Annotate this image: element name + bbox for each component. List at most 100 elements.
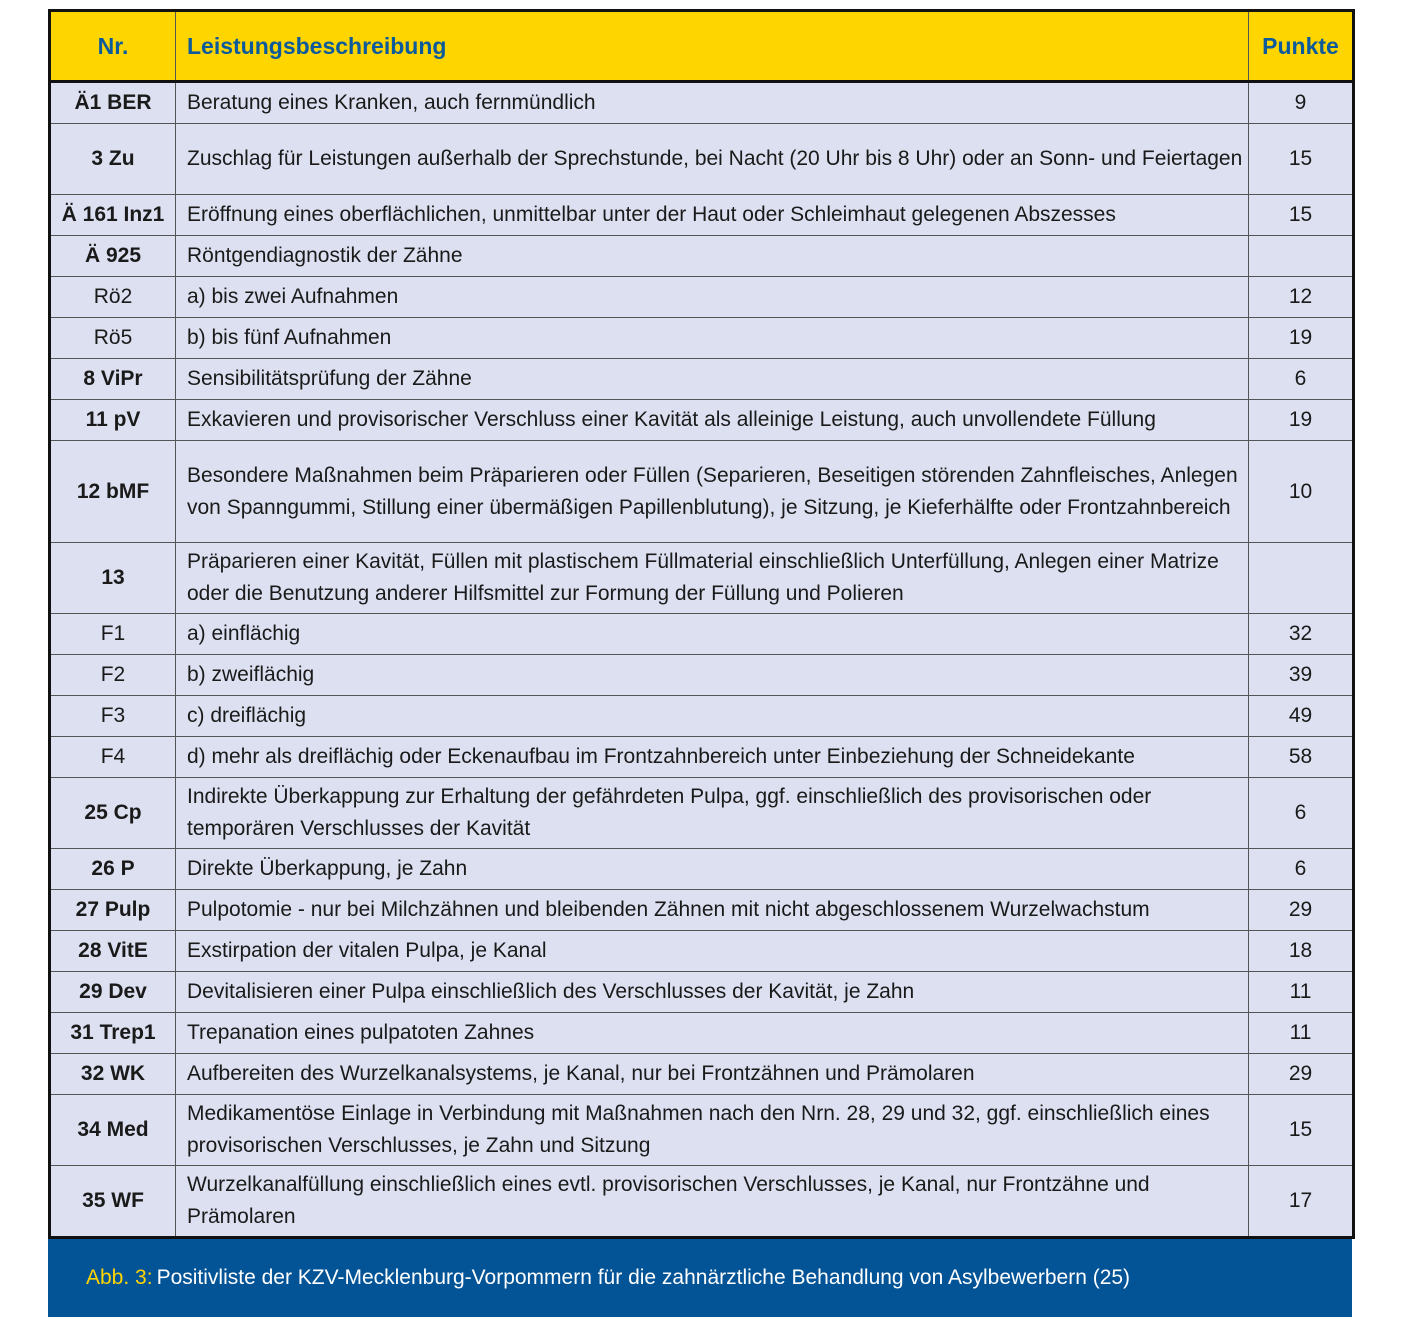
row-description: Beratung eines Kranken, auch fernmündlic…	[175, 81, 1249, 124]
row-points: 11	[1248, 1012, 1354, 1054]
row-description: Exstirpation der vitalen Pulpa, je Kanal	[175, 930, 1249, 972]
row-nr: Ä 925	[49, 235, 176, 277]
row-description: Zuschlag für Leistungen außerhalb der Sp…	[175, 123, 1249, 195]
row-description: Sensibilitätsprüfung der Zähne	[175, 358, 1249, 400]
table-row: Rö5 b) bis fünf Aufnahmen 19	[49, 317, 1354, 359]
row-points: 15	[1248, 1094, 1354, 1166]
row-points: 11	[1248, 971, 1354, 1013]
row-points: 19	[1248, 399, 1354, 441]
row-nr: F1	[49, 613, 176, 655]
row-nr: 12 bMF	[49, 440, 176, 543]
header-description: Leistungsbeschreibung	[175, 9, 1249, 83]
caption-label: Abb. 3:	[86, 1266, 153, 1289]
row-points: 39	[1248, 654, 1354, 696]
table-row: Ä 161 Inz1 Eröffnung eines oberflächliche…	[49, 194, 1354, 236]
row-points: 29	[1248, 1053, 1354, 1095]
header-nr: Nr.	[49, 9, 176, 83]
table-row: Ä 925 Röntgendiagnostik der Zähne	[49, 235, 1354, 277]
row-points: 58	[1248, 736, 1354, 778]
table-row: 12 bMF Besondere Maßnahmen beim Präparier…	[49, 440, 1354, 543]
row-description: b) zweiflächig	[175, 654, 1249, 696]
row-points: 10	[1248, 440, 1354, 543]
row-description: d) mehr als dreiflächig oder Eckenaufbau…	[175, 736, 1249, 778]
row-nr: 32 WK	[49, 1053, 176, 1095]
row-points: 32	[1248, 613, 1354, 655]
row-nr: 11 pV	[49, 399, 176, 441]
row-points: 19	[1248, 317, 1354, 359]
table-row: 27 Pulp Pulpotomie - nur bei Milchzähnen …	[49, 889, 1354, 931]
row-nr: 29 Dev	[49, 971, 176, 1013]
row-description: Exkavieren und provisorischer Verschluss…	[175, 399, 1249, 441]
positive-list-table: Nr. Leistungsbeschreibung Punkte Ä1 BER B…	[48, 9, 1355, 1239]
row-description: c) dreiflächig	[175, 695, 1249, 737]
row-description: b) bis fünf Aufnahmen	[175, 317, 1249, 359]
row-description: Röntgendiagnostik der Zähne	[175, 235, 1249, 277]
row-nr: 26 P	[49, 848, 176, 890]
table-row: 35 WF Wurzelkanalfüllung einschließlich e…	[49, 1165, 1354, 1238]
row-nr: 25 Cp	[49, 777, 176, 849]
table-row: F3 c) dreiflächig 49	[49, 695, 1354, 737]
table-row: 11 pV Exkavieren und provisorischer Versc…	[49, 399, 1354, 441]
table-row: 28 VitE Exstirpation der vitalen Pulpa, j…	[49, 930, 1354, 972]
row-nr: 35 WF	[49, 1165, 176, 1238]
row-points: 18	[1248, 930, 1354, 972]
row-description: Medikamentöse Einlage in Verbindung mit …	[175, 1094, 1249, 1166]
table-header: Nr. Leistungsbeschreibung Punkte	[49, 9, 1354, 83]
row-nr: F3	[49, 695, 176, 737]
row-nr: Rö2	[49, 276, 176, 318]
row-description: Direkte Überkappung, je Zahn	[175, 848, 1249, 890]
row-nr: Rö5	[49, 317, 176, 359]
row-points	[1248, 235, 1354, 277]
row-description: Pulpotomie - nur bei Milchzähnen und ble…	[175, 889, 1249, 931]
row-nr: 34 Med	[49, 1094, 176, 1166]
table-body: Ä1 BER Beratung eines Kranken, auch fernm…	[49, 81, 1354, 1238]
row-nr: 8 ViPr	[49, 358, 176, 400]
table-row: F1 a) einflächig 32	[49, 613, 1354, 655]
row-points: 6	[1248, 777, 1354, 849]
row-points: 49	[1248, 695, 1354, 737]
row-description: Besondere Maßnahmen beim Präparieren ode…	[175, 440, 1249, 543]
table-row: F2 b) zweiflächig 39	[49, 654, 1354, 696]
table-row: Ä1 BER Beratung eines Kranken, auch fernm…	[49, 81, 1354, 124]
row-description: Aufbereiten des Wurzelkanalsystems, je K…	[175, 1053, 1249, 1095]
row-nr: 3 Zu	[49, 123, 176, 195]
row-description: Präparieren einer Kavität, Füllen mit pl…	[175, 542, 1249, 614]
row-description: Wurzelkanalfüllung einschließlich eines …	[175, 1165, 1249, 1238]
row-points: 6	[1248, 358, 1354, 400]
row-nr: 31 Trep1	[49, 1012, 176, 1054]
row-nr: Ä 161 Inz1	[49, 194, 176, 236]
row-description: a) einflächig	[175, 613, 1249, 655]
table-row: 32 WK Aufbereiten des Wurzelkanalsystems,…	[49, 1053, 1354, 1095]
figure: Nr. Leistungsbeschreibung Punkte Ä1 BER B…	[48, 9, 1355, 1317]
row-description: Devitalisieren einer Pulpa einschließlic…	[175, 971, 1249, 1013]
row-points: 29	[1248, 889, 1354, 931]
table-row: 29 Dev Devitalisieren einer Pulpa einschl…	[49, 971, 1354, 1013]
table-row: F4 d) mehr als dreiflächig oder Eckenaufb…	[49, 736, 1354, 778]
row-nr: Ä1 BER	[49, 81, 176, 124]
header-points: Punkte	[1248, 9, 1354, 83]
caption-text: Positivliste der KZV-Mecklenburg-Vorpomm…	[156, 1266, 1131, 1289]
figure-caption: Abb. 3: Positivliste der KZV-Mecklenburg…	[48, 1239, 1352, 1317]
row-points: 9	[1248, 81, 1354, 124]
row-description: Eröffnung eines oberflächlichen, unmitte…	[175, 194, 1249, 236]
table-row: 25 Cp Indirekte Überkappung zur Erhaltung…	[49, 777, 1354, 849]
row-points: 15	[1248, 194, 1354, 236]
table-row: 13 Präparieren einer Kavität, Füllen mit …	[49, 542, 1354, 614]
row-description: Indirekte Überkappung zur Erhaltung der …	[175, 777, 1249, 849]
row-points: 6	[1248, 848, 1354, 890]
row-points	[1248, 542, 1354, 614]
table-row: 3 Zu Zuschlag für Leistungen außerhalb de…	[49, 123, 1354, 195]
row-points: 12	[1248, 276, 1354, 318]
table-row: Rö2 a) bis zwei Aufnahmen 12	[49, 276, 1354, 318]
row-nr: F2	[49, 654, 176, 696]
table-row: 31 Trep1 Trepanation eines pulpatoten Zah…	[49, 1012, 1354, 1054]
row-points: 15	[1248, 123, 1354, 195]
table-row: 26 P Direkte Überkappung, je Zahn 6	[49, 848, 1354, 890]
table-row: 8 ViPr Sensibilitätsprüfung der Zähne 6	[49, 358, 1354, 400]
row-nr: F4	[49, 736, 176, 778]
row-points: 17	[1248, 1165, 1354, 1238]
table-row: 34 Med Medikamentöse Einlage in Verbindun…	[49, 1094, 1354, 1166]
row-nr: 28 VitE	[49, 930, 176, 972]
row-description: a) bis zwei Aufnahmen	[175, 276, 1249, 318]
row-nr: 13	[49, 542, 176, 614]
